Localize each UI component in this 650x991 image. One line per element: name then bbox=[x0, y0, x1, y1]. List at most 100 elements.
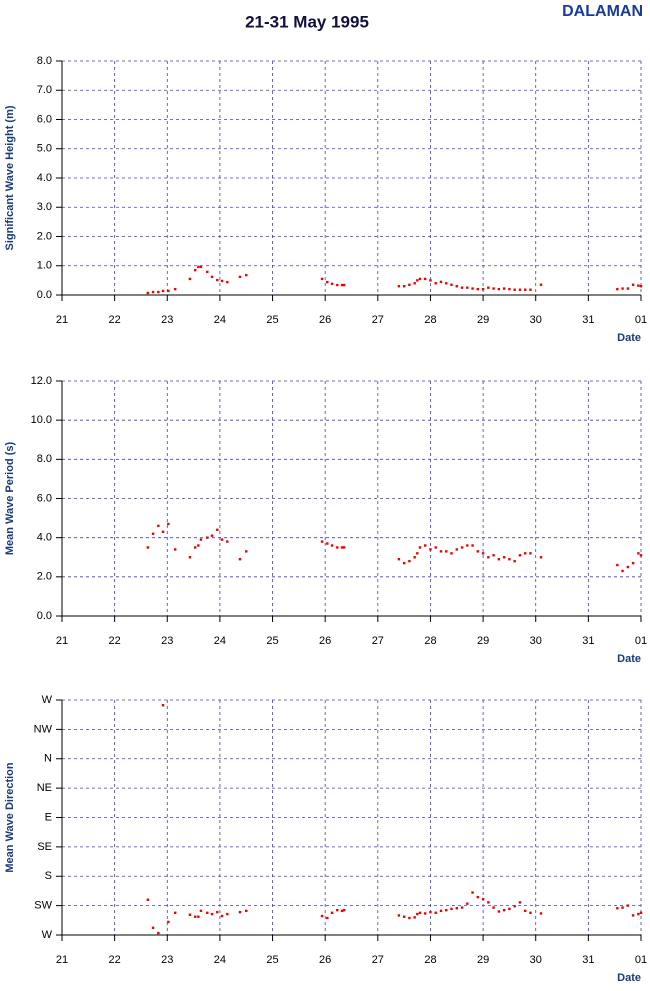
point bbox=[197, 544, 200, 547]
x-axis-label: Date bbox=[617, 653, 641, 665]
y-tick-label: 8.0 bbox=[37, 55, 52, 67]
point bbox=[146, 898, 149, 901]
point bbox=[626, 287, 630, 290]
point bbox=[220, 279, 224, 283]
y-tick-label: 2.0 bbox=[37, 571, 52, 583]
y-axis-label: Mean Wave Direction bbox=[4, 762, 16, 873]
point bbox=[518, 288, 522, 291]
point bbox=[408, 916, 411, 920]
point bbox=[336, 546, 339, 549]
y-tick-label: E bbox=[45, 811, 52, 823]
y-tick-label: 12.0 bbox=[31, 375, 52, 387]
x-tick-label: 30 bbox=[530, 954, 542, 966]
point bbox=[238, 275, 242, 279]
point bbox=[524, 909, 527, 913]
point bbox=[455, 548, 458, 551]
point bbox=[476, 895, 480, 899]
point bbox=[492, 906, 495, 909]
point bbox=[206, 536, 209, 539]
point bbox=[513, 559, 516, 563]
point bbox=[397, 285, 401, 288]
point bbox=[173, 287, 177, 291]
point bbox=[639, 554, 643, 557]
point bbox=[460, 906, 464, 909]
point bbox=[476, 550, 480, 553]
point bbox=[397, 558, 401, 561]
y-tick-label: 5.0 bbox=[37, 143, 52, 155]
point bbox=[146, 291, 149, 295]
x-tick-label: 28 bbox=[424, 954, 436, 966]
x-tick-label: 31 bbox=[582, 954, 594, 966]
x-tick-label: 21 bbox=[56, 314, 68, 326]
y-axis-label: Mean Wave Period (s) bbox=[4, 442, 16, 556]
point bbox=[245, 909, 248, 913]
point bbox=[151, 532, 155, 535]
point bbox=[450, 907, 453, 911]
y-tick-label: SW bbox=[34, 900, 52, 912]
point bbox=[210, 534, 214, 537]
y-tick-label: 0.0 bbox=[37, 289, 52, 301]
point bbox=[197, 265, 200, 269]
y-tick-label: 0.0 bbox=[37, 610, 52, 622]
y-tick-label: SE bbox=[37, 841, 52, 853]
point bbox=[326, 542, 329, 545]
point bbox=[481, 897, 485, 901]
point bbox=[151, 290, 155, 294]
y-tick-label: W bbox=[42, 929, 53, 941]
x-tick-label: 29 bbox=[477, 635, 489, 647]
y-tick-label: NE bbox=[37, 782, 52, 794]
point bbox=[471, 544, 474, 547]
y-tick-label: 1.0 bbox=[37, 260, 52, 272]
point bbox=[188, 556, 192, 559]
point bbox=[481, 287, 485, 291]
point bbox=[539, 912, 543, 915]
point bbox=[616, 907, 619, 910]
point bbox=[416, 912, 419, 916]
y-tick-label: 6.0 bbox=[37, 492, 52, 504]
point bbox=[450, 552, 453, 555]
point bbox=[245, 273, 248, 277]
point bbox=[416, 552, 419, 555]
point bbox=[626, 904, 630, 907]
point bbox=[497, 287, 501, 291]
point bbox=[476, 287, 480, 291]
station: DALAMAN bbox=[562, 3, 643, 20]
point bbox=[342, 908, 346, 912]
y-tick-label: 7.0 bbox=[37, 84, 52, 96]
point bbox=[413, 556, 416, 559]
y-axis-label: Significant Wave Height (m) bbox=[4, 105, 16, 250]
point bbox=[188, 913, 192, 916]
point bbox=[418, 911, 422, 915]
point bbox=[173, 911, 177, 915]
point bbox=[637, 284, 640, 287]
point bbox=[631, 561, 635, 565]
point bbox=[513, 905, 516, 908]
x-tick-label: 26 bbox=[319, 635, 331, 647]
x-tick-label: 01 bbox=[635, 314, 647, 326]
x-tick-label: 23 bbox=[161, 635, 173, 647]
point bbox=[434, 282, 437, 285]
y-tick-label: 2.0 bbox=[37, 230, 52, 242]
point bbox=[161, 704, 165, 707]
x-tick-label: 24 bbox=[214, 954, 226, 966]
point bbox=[429, 910, 432, 914]
point bbox=[508, 287, 511, 291]
point bbox=[460, 286, 464, 289]
point bbox=[539, 556, 543, 559]
x-tick-label: 23 bbox=[161, 314, 173, 326]
x-tick-label: 01 bbox=[635, 635, 647, 647]
point bbox=[188, 277, 192, 281]
point bbox=[466, 902, 469, 905]
y-tick-label: 8.0 bbox=[37, 453, 52, 465]
point bbox=[481, 552, 485, 555]
point bbox=[330, 911, 334, 915]
x-tick-label: 27 bbox=[372, 954, 384, 966]
point bbox=[508, 907, 511, 911]
x-tick-label: 22 bbox=[109, 954, 121, 966]
point bbox=[226, 540, 229, 543]
point bbox=[157, 290, 160, 294]
point bbox=[518, 554, 522, 557]
point bbox=[340, 283, 344, 287]
point bbox=[193, 268, 197, 272]
point bbox=[245, 550, 248, 553]
